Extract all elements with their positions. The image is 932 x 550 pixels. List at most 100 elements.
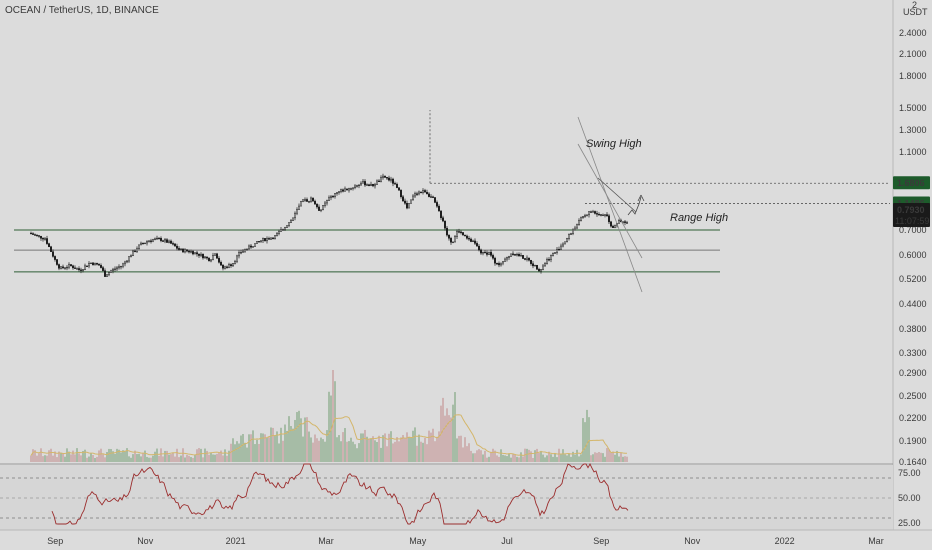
volume-bar <box>104 457 106 462</box>
candle-body <box>252 246 254 248</box>
candle-body <box>414 193 416 197</box>
volume-bar <box>448 415 450 462</box>
candle-body <box>536 264 538 270</box>
candle-body <box>178 248 180 250</box>
candle-body <box>494 257 496 264</box>
candle-body <box>378 180 380 183</box>
price-tick-label: 0.1900 <box>899 436 927 446</box>
volume-bar <box>450 417 452 462</box>
candle-body <box>148 240 150 242</box>
candle-body <box>464 234 466 237</box>
candle-body <box>392 178 394 184</box>
candle-body <box>602 214 604 217</box>
volume-bar <box>64 456 66 462</box>
candle-body <box>560 245 562 250</box>
candle-body <box>504 258 506 262</box>
candle-body <box>320 209 322 211</box>
candle-body <box>382 175 384 178</box>
candle-body <box>100 265 102 268</box>
candle-body <box>52 251 54 257</box>
price-tag-upper: 1.6806 <box>897 178 925 188</box>
candle-body <box>286 225 288 228</box>
candle-body <box>204 256 206 259</box>
volume-bar <box>166 450 168 462</box>
candle-body <box>236 255 238 262</box>
candle-body <box>528 257 530 261</box>
candle-body <box>86 265 88 267</box>
volume-bar <box>490 451 492 462</box>
volume-bar <box>238 443 240 462</box>
rsi-line <box>51 463 629 525</box>
candle-body <box>292 217 294 221</box>
candle-body <box>388 177 390 181</box>
volume-bar <box>180 455 182 462</box>
candle-body <box>82 269 84 271</box>
candle-body <box>576 224 578 229</box>
candle-body <box>564 241 566 245</box>
candle-body <box>446 227 448 236</box>
candle-body <box>54 256 56 260</box>
volume-bar <box>152 455 154 462</box>
candle-body <box>258 241 260 243</box>
candle-body <box>222 264 224 269</box>
candle-body <box>334 193 336 197</box>
candle-body <box>458 231 460 233</box>
volume-bar <box>198 448 200 462</box>
volume-bar <box>550 454 552 462</box>
candle-body <box>438 205 440 212</box>
volume-bar <box>302 436 304 462</box>
volume-bar <box>538 453 540 462</box>
candle-body <box>88 263 90 267</box>
candle-body <box>128 256 130 262</box>
price-tick-label: 0.7000 <box>899 225 927 235</box>
candle-body <box>424 190 426 193</box>
volume-bar <box>476 450 478 462</box>
candle-body <box>226 266 228 268</box>
volume-bar <box>554 453 556 462</box>
candle-body <box>548 259 550 261</box>
candle-body <box>550 255 552 260</box>
volume-bar <box>170 454 172 462</box>
candle-body <box>608 215 610 223</box>
volume-bar <box>248 434 250 462</box>
candle-body <box>498 263 500 266</box>
time-tick-label: Mar <box>318 536 334 546</box>
symbol-title: OCEAN / TetherUS, 1D, BINANCE <box>5 5 159 16</box>
volume-bar <box>374 440 376 462</box>
volume-bar <box>108 448 110 462</box>
volume-bar <box>518 457 520 462</box>
volume-bar <box>614 454 616 462</box>
volume-bar <box>602 453 604 462</box>
volume-bar <box>522 456 524 462</box>
candle-body <box>62 266 64 269</box>
projection-line <box>627 196 642 216</box>
volume-bar <box>224 449 226 462</box>
volume-bar <box>182 448 184 462</box>
candle-body <box>586 214 588 216</box>
volume-bar <box>534 450 536 462</box>
volume-bar <box>492 448 494 462</box>
candle-body <box>362 181 364 184</box>
volume-bar <box>626 456 628 462</box>
volume-bar <box>420 441 422 462</box>
volume-bar <box>506 456 508 462</box>
volume-bar <box>228 450 230 462</box>
volume-bar <box>272 427 274 462</box>
currency-label: USDT <box>903 7 928 17</box>
candle-body <box>144 242 146 245</box>
volume-bar <box>338 435 340 462</box>
volume-bar <box>314 434 316 462</box>
volume-bar <box>422 442 424 462</box>
volume-bar <box>72 450 74 462</box>
candle-body <box>72 265 74 269</box>
candle-body <box>40 235 42 239</box>
candle-body <box>590 211 592 213</box>
candles-group <box>30 173 628 277</box>
candle-body <box>444 220 446 229</box>
volume-bar <box>346 441 348 462</box>
volume-bar <box>432 428 434 462</box>
candle-body <box>432 196 434 198</box>
volume-bar <box>284 424 286 462</box>
volume-bar <box>380 447 382 462</box>
